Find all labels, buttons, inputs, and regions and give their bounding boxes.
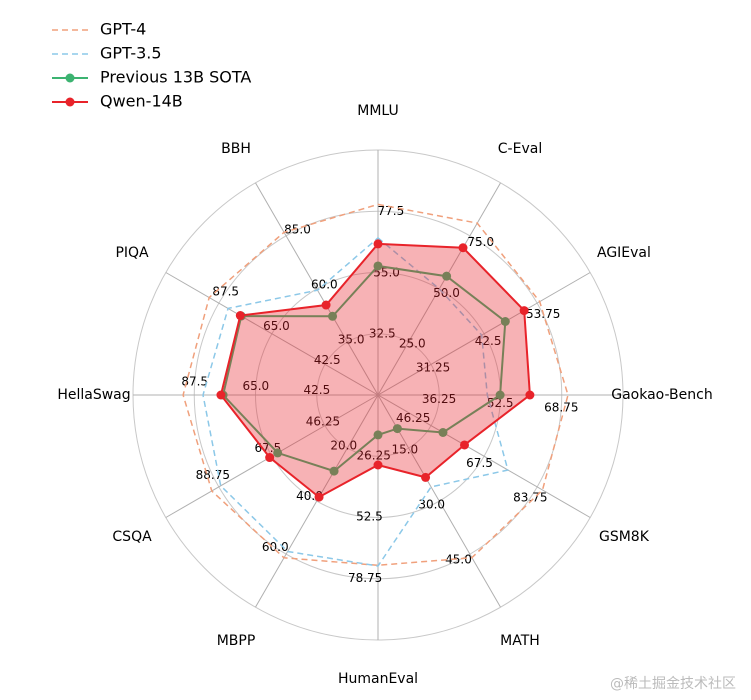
series-point bbox=[519, 306, 529, 316]
series-point bbox=[328, 311, 338, 321]
series-point bbox=[235, 311, 245, 321]
axis-line bbox=[377, 272, 591, 396]
series-point bbox=[373, 460, 383, 470]
series-point bbox=[373, 261, 383, 271]
tick-label: 32.5 bbox=[369, 326, 396, 340]
legend-label: GPT-3.5 bbox=[100, 44, 162, 63]
tick-label: 68.75 bbox=[544, 400, 578, 414]
tick-label: 35.0 bbox=[338, 332, 365, 346]
legend-label: Previous 13B SOTA bbox=[100, 68, 251, 87]
tick-label: 45.0 bbox=[445, 553, 472, 567]
series-point bbox=[216, 390, 226, 400]
axis-line bbox=[377, 182, 501, 396]
axis-label: CSQA bbox=[112, 529, 152, 545]
tick-label: 42.5 bbox=[314, 353, 341, 367]
tick-label: 31.25 bbox=[416, 361, 450, 375]
series-point bbox=[421, 472, 431, 482]
tick-label: 75.0 bbox=[467, 235, 494, 249]
tick-label: 87.5 bbox=[181, 375, 208, 389]
tick-label: 52.5 bbox=[356, 510, 383, 524]
axis-label: C-Eval bbox=[498, 141, 542, 157]
tick-label: 77.5 bbox=[377, 204, 404, 218]
legend-label: Qwen-14B bbox=[100, 92, 183, 111]
axis-label: BBH bbox=[221, 141, 251, 157]
series-point bbox=[442, 271, 452, 281]
axis-line bbox=[165, 272, 379, 396]
series-point bbox=[460, 440, 470, 450]
series-point bbox=[495, 390, 505, 400]
legend-label: GPT-4 bbox=[100, 20, 146, 39]
legend-marker bbox=[65, 97, 75, 107]
axis-label: HellaSwag bbox=[57, 387, 130, 403]
axis-label: AGIEval bbox=[597, 245, 651, 261]
series-line bbox=[182, 203, 569, 567]
series-point bbox=[525, 390, 535, 400]
series-point bbox=[329, 466, 339, 476]
series-point bbox=[373, 239, 383, 249]
axis-label: GSM8K bbox=[599, 529, 650, 545]
axis-line bbox=[377, 394, 591, 518]
series-point bbox=[321, 300, 331, 310]
series-point bbox=[373, 430, 383, 440]
series-point bbox=[500, 317, 510, 326]
legend-marker bbox=[65, 73, 75, 83]
series-point bbox=[265, 453, 275, 463]
tick-label: 42.5 bbox=[304, 383, 331, 397]
tick-label: 36.25 bbox=[422, 392, 456, 406]
axis-label: PIQA bbox=[115, 245, 149, 261]
axis-label: MMLU bbox=[357, 103, 399, 119]
axis-label: HumanEval bbox=[338, 671, 418, 687]
tick-label: 46.25 bbox=[396, 411, 430, 425]
tick-label: 15.0 bbox=[391, 443, 418, 457]
tick-label: 87.5 bbox=[212, 285, 239, 299]
axis-label: MATH bbox=[500, 633, 540, 649]
tick-label: 60.0 bbox=[262, 540, 289, 554]
watermark: @稀土掘金技术社区 bbox=[610, 676, 736, 692]
tick-label: 67.5 bbox=[466, 456, 493, 470]
tick-label: 25.0 bbox=[399, 337, 426, 351]
tick-label: 20.0 bbox=[330, 438, 357, 452]
tick-label: 78.75 bbox=[348, 571, 382, 585]
tick-label: 65.0 bbox=[242, 379, 269, 393]
series-point bbox=[273, 448, 283, 458]
series-point bbox=[314, 492, 324, 502]
axis-line bbox=[255, 182, 379, 396]
tick-label: 26.25 bbox=[357, 449, 391, 463]
series-point bbox=[438, 428, 448, 438]
series-point bbox=[392, 424, 402, 434]
tick-label: 85.0 bbox=[284, 222, 311, 236]
series-line bbox=[202, 236, 509, 567]
axis-label: Gaokao-Bench bbox=[611, 387, 712, 403]
series-point bbox=[458, 243, 468, 253]
axis-line bbox=[255, 394, 379, 608]
tick-label: 46.25 bbox=[306, 414, 340, 428]
tick-label: 65.0 bbox=[263, 319, 290, 333]
tick-label: 30.0 bbox=[418, 498, 445, 512]
axis-label: MBPP bbox=[217, 633, 256, 649]
tick-label: 88.75 bbox=[196, 468, 230, 482]
